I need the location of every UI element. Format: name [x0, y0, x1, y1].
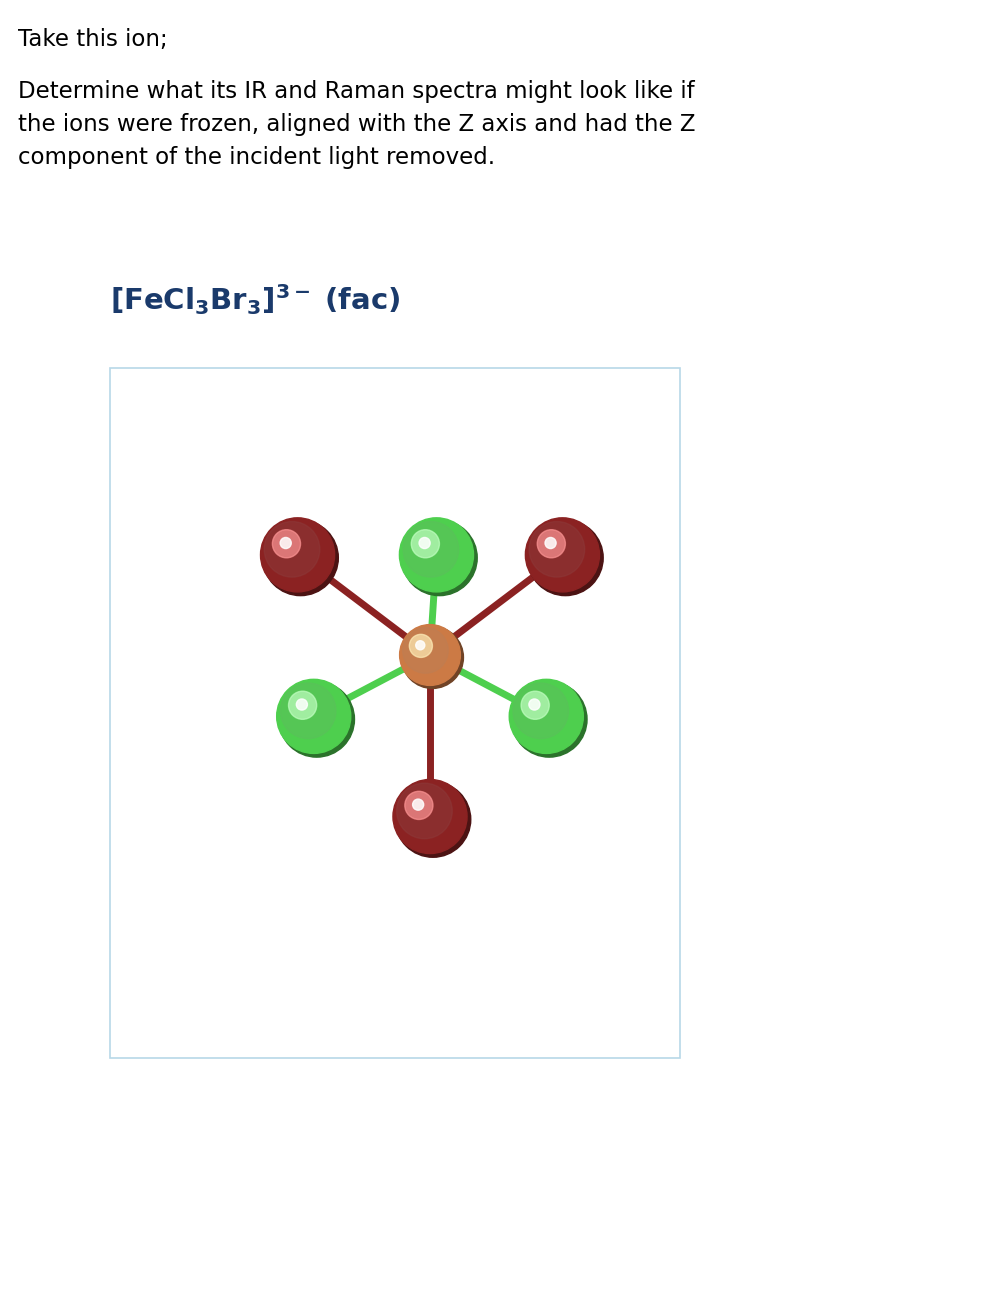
Text: Take this ion;: Take this ion; — [18, 29, 168, 51]
Circle shape — [399, 625, 460, 685]
Circle shape — [409, 634, 432, 658]
Text: $\mathbf{[FeCl_3Br_3]^{3-}}$$\mathbf{\ (fac)}$: $\mathbf{[FeCl_3Br_3]^{3-}}$$\mathbf{\ (… — [110, 283, 400, 316]
Circle shape — [412, 799, 424, 810]
Circle shape — [296, 699, 307, 710]
Circle shape — [278, 681, 354, 758]
Circle shape — [264, 522, 319, 577]
Circle shape — [419, 538, 430, 548]
Circle shape — [403, 522, 459, 577]
Circle shape — [272, 530, 300, 557]
Circle shape — [537, 530, 566, 557]
Circle shape — [280, 684, 336, 738]
Circle shape — [395, 781, 471, 857]
Circle shape — [260, 518, 334, 592]
Circle shape — [401, 626, 463, 689]
Bar — [110, 368, 680, 1059]
Circle shape — [396, 784, 452, 838]
Circle shape — [288, 691, 316, 719]
Circle shape — [280, 538, 291, 548]
Circle shape — [528, 519, 603, 595]
Circle shape — [402, 628, 448, 673]
Text: Determine what its IR and Raman spectra might look like if
the ions were frozen,: Determine what its IR and Raman spectra … — [18, 79, 696, 169]
Circle shape — [529, 522, 585, 577]
Circle shape — [509, 680, 583, 754]
Circle shape — [411, 530, 439, 557]
Circle shape — [399, 518, 473, 592]
Circle shape — [529, 699, 540, 710]
Circle shape — [276, 680, 350, 754]
Circle shape — [393, 780, 467, 854]
Circle shape — [262, 519, 338, 595]
Circle shape — [525, 518, 600, 592]
Circle shape — [513, 684, 569, 738]
Circle shape — [405, 792, 433, 819]
Circle shape — [511, 681, 587, 758]
Circle shape — [416, 641, 425, 650]
Circle shape — [401, 519, 477, 595]
Circle shape — [545, 538, 556, 548]
Circle shape — [521, 691, 549, 719]
